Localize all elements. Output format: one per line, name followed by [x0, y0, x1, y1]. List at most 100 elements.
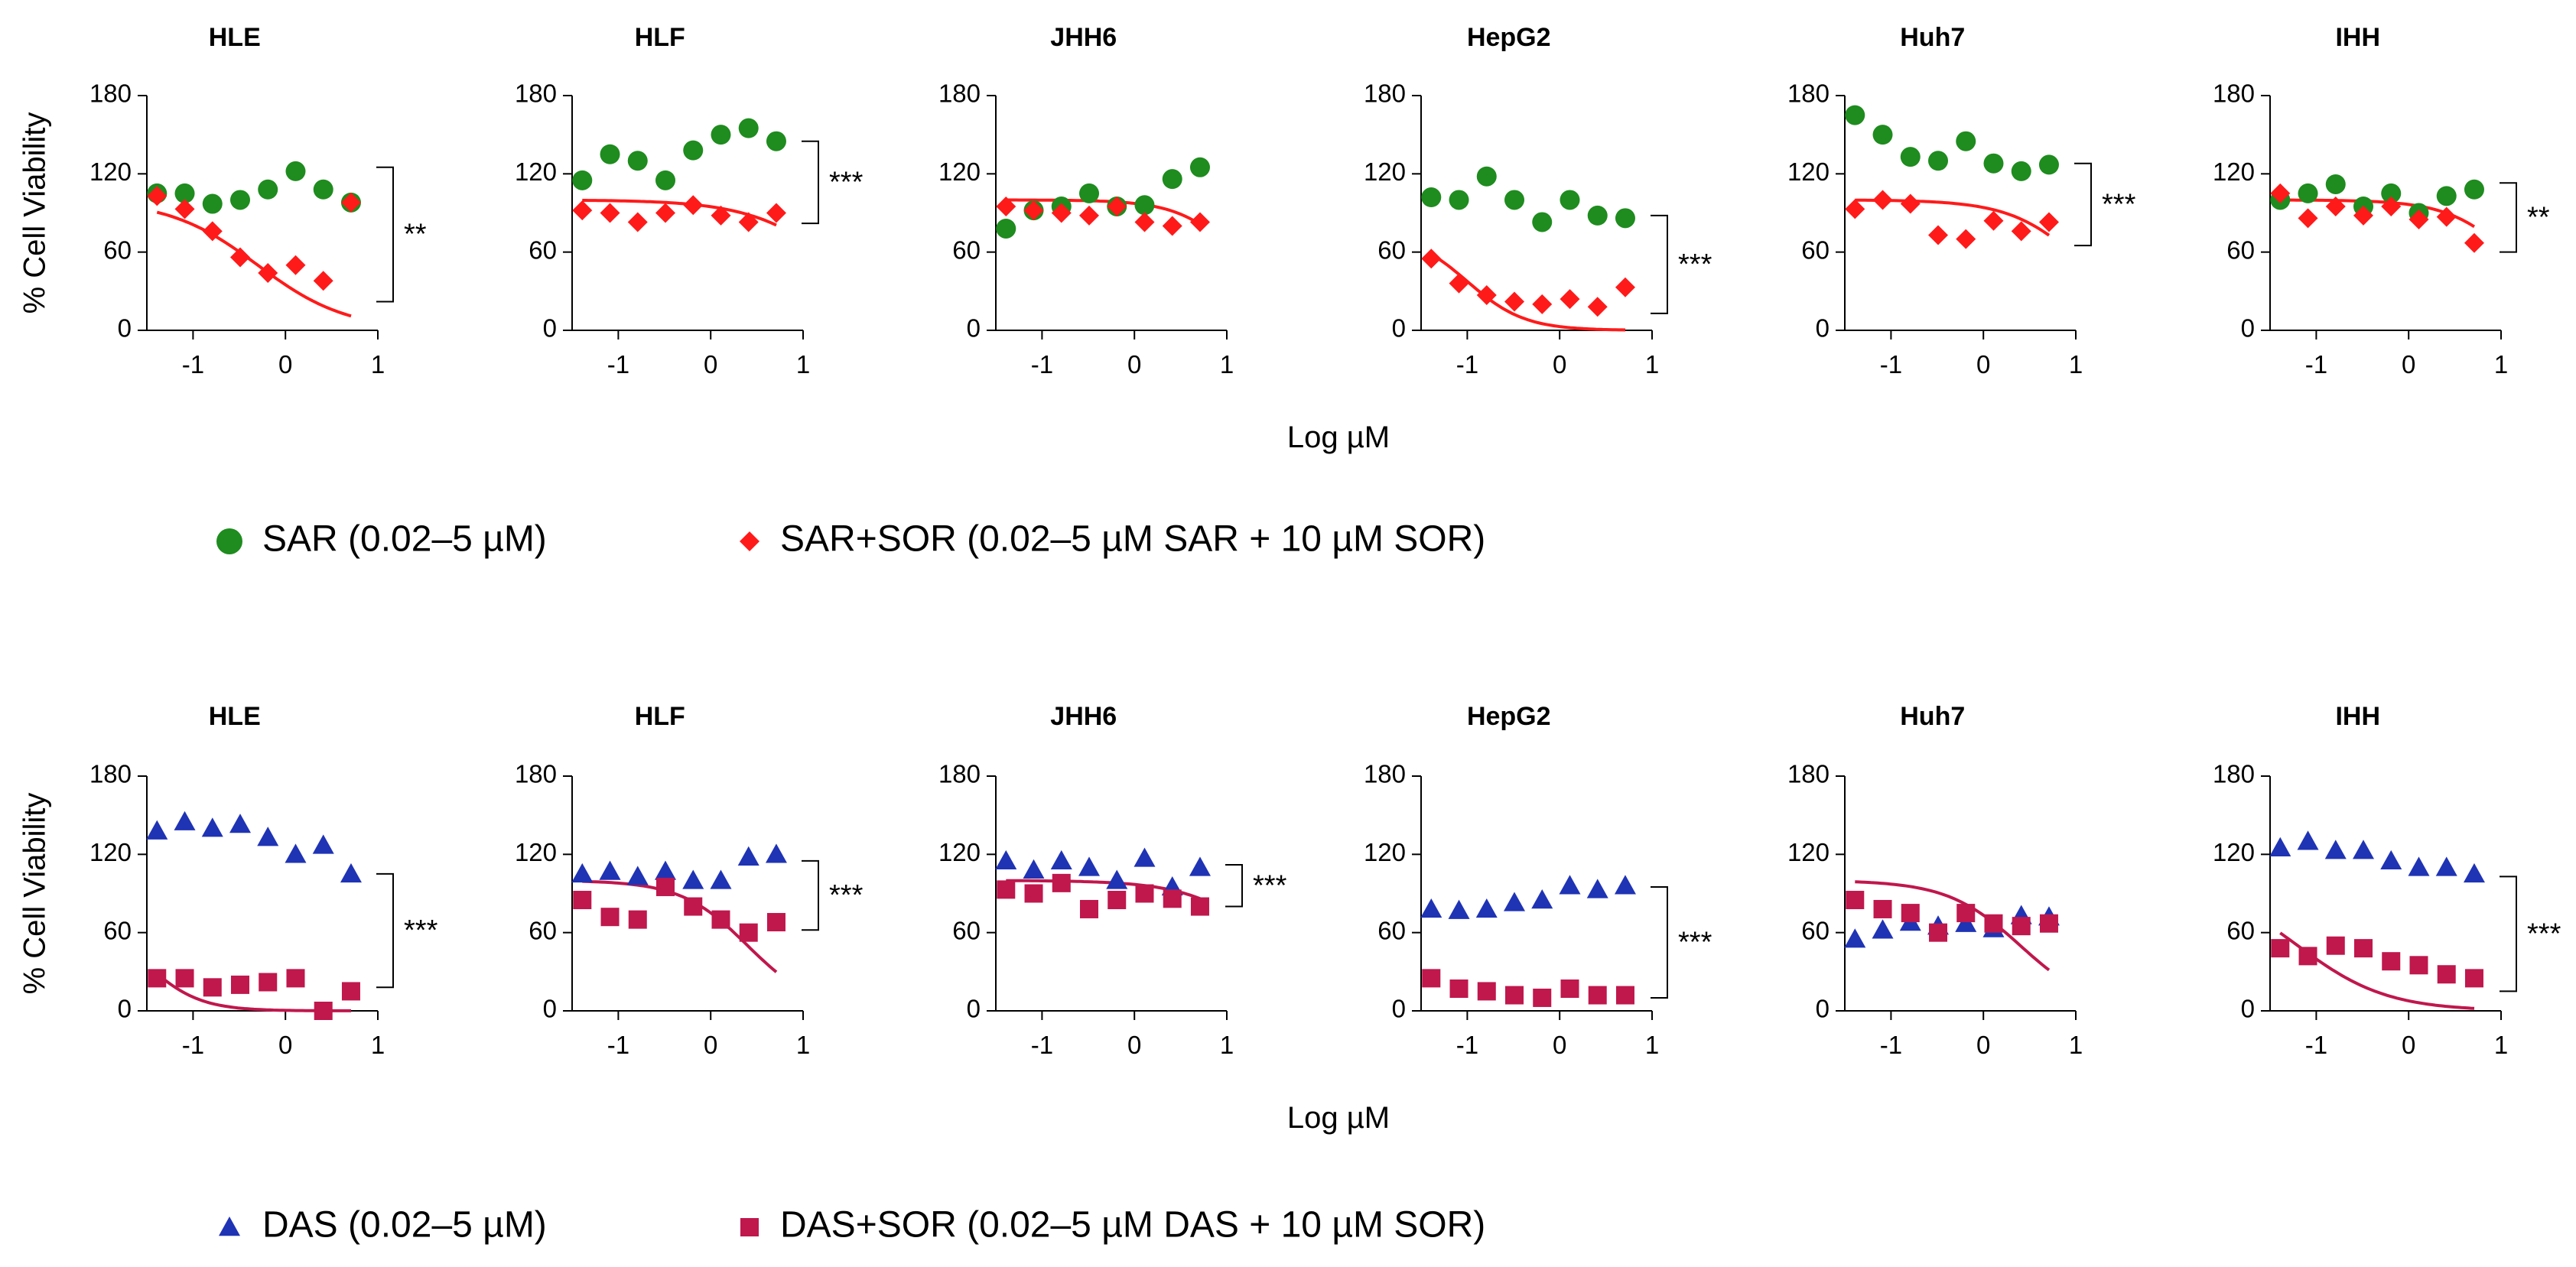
combo-point [174, 199, 195, 219]
single-point [313, 179, 333, 200]
significance-label: *** [1678, 249, 1712, 281]
legend-marker [740, 1218, 759, 1236]
combo-point [2038, 212, 2059, 232]
y-tick-label: 0 [543, 314, 557, 343]
significance-bracket [1651, 214, 1668, 314]
single-point [737, 846, 759, 866]
combo-point [1587, 297, 1608, 317]
legend-label: DAS+SOR (0.02–5 µM DAS + 10 µM SOR) [780, 1205, 1485, 1246]
significance-label: ** [2527, 201, 2550, 233]
significance-bracket [376, 872, 394, 989]
single-point [766, 131, 786, 151]
combo-point [1928, 225, 1949, 245]
significance-label: *** [1253, 869, 1287, 902]
single-point [1162, 169, 1182, 190]
combo-point [1449, 979, 1469, 999]
single-point [571, 863, 594, 883]
legend-item-single: DAS (0.02–5 µM) [219, 1205, 547, 1246]
combo-point [2298, 208, 2318, 229]
x-tick-label: -1 [1031, 1031, 1053, 1059]
panel-title: IHH [2335, 23, 2380, 52]
single-point [600, 144, 620, 164]
x-tick-label: -1 [607, 1031, 629, 1059]
single-point [682, 869, 704, 889]
x-tick-label: 1 [796, 1031, 810, 1059]
single-point [2011, 161, 2031, 181]
x-tick-label: -1 [1456, 350, 1478, 378]
significance-bracket [802, 140, 819, 225]
combo-point [314, 1002, 333, 1020]
single-point [1560, 190, 1580, 210]
single-point [655, 170, 676, 190]
combo-point [2382, 952, 2401, 971]
x-tick-label: -1 [1880, 350, 1902, 378]
y-tick-label: 60 [2226, 916, 2255, 944]
x-tick-label: 1 [1645, 350, 1659, 378]
single-point [1189, 157, 1210, 177]
single-point [2436, 186, 2457, 206]
y-tick-label: 120 [1364, 158, 1406, 186]
combo-point [202, 221, 223, 242]
significance-label: ** [404, 219, 427, 251]
single-point [1449, 190, 1469, 210]
x-tick-label: 0 [704, 1031, 717, 1059]
combo-point [1901, 904, 1920, 923]
single-point [2408, 856, 2430, 876]
significance-label: *** [1678, 926, 1712, 958]
panel-title: Huh7 [1900, 23, 1965, 52]
y-tick-label: 0 [2241, 995, 2255, 1023]
x-tick-label: 1 [2494, 350, 2508, 378]
x-tick-label: -1 [607, 350, 629, 378]
x-tick-label: 1 [371, 1031, 385, 1059]
single-point [202, 193, 223, 214]
combo-point [1189, 212, 1210, 232]
significance-label: *** [2527, 918, 2561, 950]
single-point [2380, 850, 2402, 870]
y-tick-label: 180 [2213, 760, 2255, 788]
combo-point [2464, 969, 2483, 988]
single-point [1956, 131, 1976, 151]
y-axis-label: % Cell Viability [18, 793, 52, 995]
combo-point [1421, 249, 1442, 269]
single-point [1615, 208, 1635, 229]
combo-point [2011, 221, 2031, 242]
combo-point [600, 908, 620, 927]
single-point [1614, 875, 1636, 895]
single-point [258, 179, 278, 200]
single-point [201, 817, 223, 837]
combo-point [1956, 229, 1976, 249]
panel-sar-jhh6: JHH6 0 60 120 180 -1 0 1 [938, 23, 1234, 378]
panel-title: HepG2 [1467, 23, 1551, 52]
legend-marker [219, 1217, 240, 1236]
single-point [1448, 899, 1470, 919]
single-point [2353, 840, 2375, 859]
panel-title: IHH [2335, 702, 2380, 731]
x-tick-label: -1 [182, 350, 204, 378]
panel-sar-huh7: Huh7 0 60 120 180 -1 0 1 *** [1787, 23, 2136, 378]
legend-item-combo: SAR+SOR (0.02–5 µM SAR + 10 µM SOR) [740, 519, 1485, 560]
y-tick-label: 0 [2241, 314, 2255, 343]
single-point [572, 170, 593, 190]
y-tick-label: 60 [952, 916, 981, 944]
combo-point [1560, 289, 1580, 310]
single-point [2324, 840, 2347, 859]
combo-point [1929, 923, 1948, 942]
single-point [174, 811, 196, 830]
fit-curve [1855, 880, 2051, 972]
y-tick-label: 120 [1364, 838, 1406, 866]
x-tick-label: 0 [704, 350, 717, 378]
single-point [1955, 912, 1977, 932]
y-tick-label: 120 [2213, 838, 2255, 866]
combo-point [2012, 917, 2031, 936]
combo-point [711, 205, 731, 226]
x-tick-label: -1 [1031, 350, 1053, 378]
significance-label: *** [829, 166, 864, 198]
combo-point [259, 973, 278, 992]
panel-title: HepG2 [1467, 702, 1551, 731]
legend-marker [216, 528, 242, 554]
combo-point [2270, 183, 2291, 203]
y-tick-label: 0 [967, 995, 981, 1023]
panel-title: Huh7 [1900, 702, 1965, 731]
combo-point [1588, 986, 1607, 1005]
y-tick-label: 0 [1392, 314, 1406, 343]
